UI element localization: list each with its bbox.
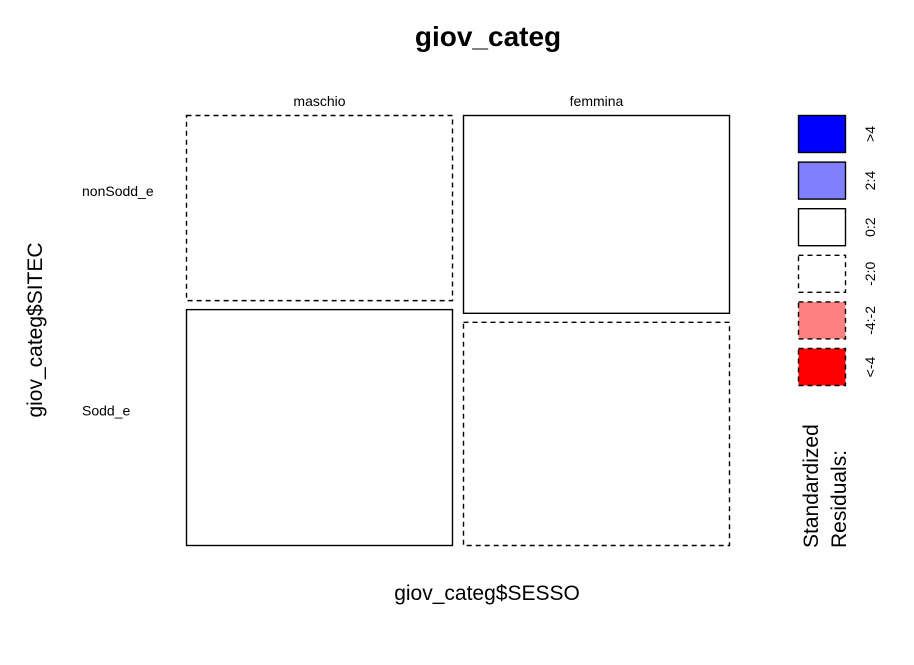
- legend-label-5: <-4: [862, 356, 878, 377]
- chart-title: giov_categ: [415, 21, 561, 52]
- row-label-nonSodd_e: nonSodd_e: [82, 183, 154, 199]
- tile-maschio-nonSodd_e: [185, 114, 454, 302]
- tile-maschio-Sodd_e: [185, 308, 454, 547]
- y-axis-title: giov_categ$SITEC: [24, 242, 47, 417]
- residuals-legend: >4 2:4 0:2 -2:0 -4:-2 <-4: [797, 114, 878, 387]
- legend-swatch-5: [797, 347, 847, 387]
- x-axis-title: giov_categ$SESSO: [394, 582, 580, 605]
- legend-title-line1: Standardized: [800, 424, 823, 548]
- legend-swatch-2: [797, 207, 847, 247]
- legend-label-4: -4:-2: [862, 306, 878, 335]
- legend-swatch-0: [797, 114, 847, 154]
- tile-femmina-Sodd_e: [462, 321, 731, 547]
- legend-label-0: >4: [862, 126, 878, 142]
- legend-label-2: 0:2: [862, 217, 878, 237]
- legend-label-3: -2:0: [862, 262, 878, 286]
- legend-swatch-4: [797, 301, 847, 340]
- column-label-femmina: femmina: [570, 93, 624, 109]
- legend-swatch-3: [797, 254, 847, 294]
- mosaic-tiles: [185, 114, 731, 547]
- column-labels: maschio femmina: [293, 93, 623, 109]
- legend-title-line2: Residuals:: [828, 450, 851, 548]
- legend-swatch-1: [797, 161, 847, 200]
- tile-femmina-nonSodd_e: [462, 114, 731, 315]
- legend-label-1: 2:4: [862, 171, 878, 191]
- column-label-maschio: maschio: [293, 93, 345, 109]
- row-label-Sodd_e: Sodd_e: [82, 403, 130, 419]
- row-labels: nonSodd_e Sodd_e: [82, 183, 154, 419]
